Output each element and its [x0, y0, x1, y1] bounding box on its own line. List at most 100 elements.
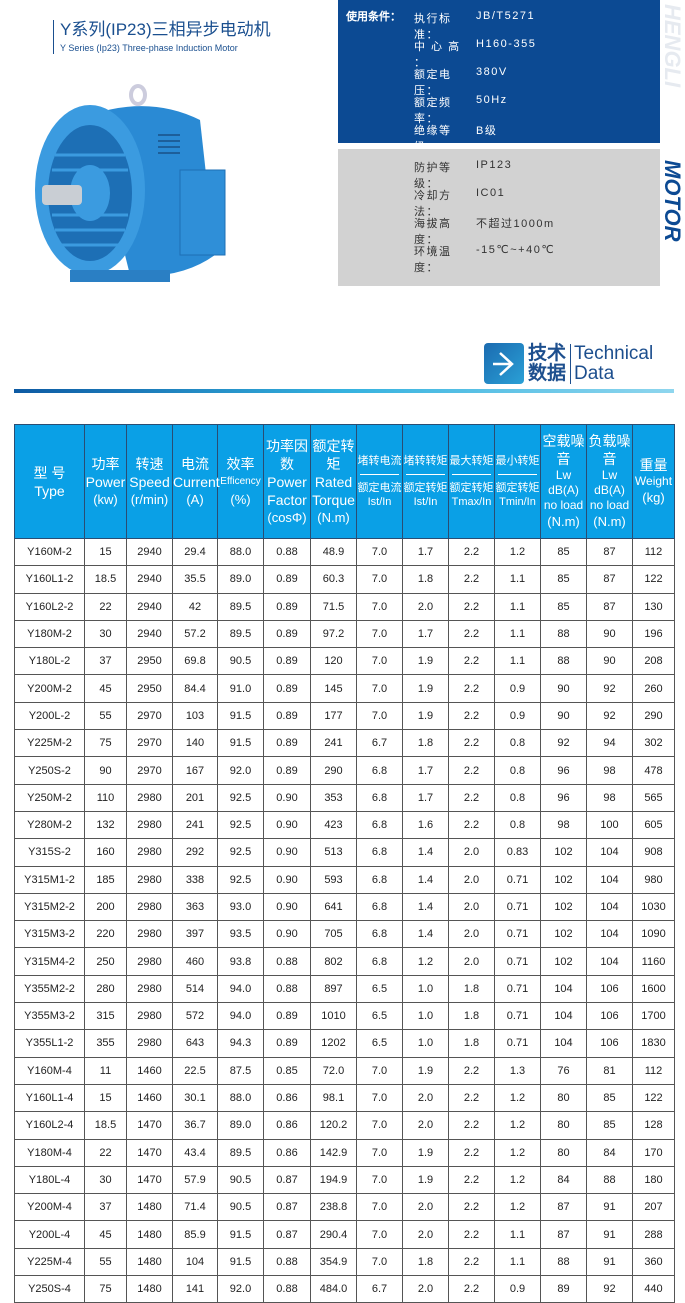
- table-cell: 93.8: [217, 947, 264, 976]
- table-cell: 0.87: [263, 1165, 311, 1195]
- table-cell: 6.8: [356, 865, 403, 894]
- table-cell: 2980: [126, 1002, 173, 1031]
- table-cell: 1.8: [448, 974, 495, 1004]
- table-cell: 85: [540, 592, 587, 621]
- table-cell: 87.5: [217, 1056, 264, 1085]
- table-header-row: 型 号 Type 功率 Power (kw) 转速 Speed (r/min) 电流 Curren…: [14, 424, 675, 539]
- table-cell: 2.2: [448, 537, 495, 567]
- table-cell: 6.5: [356, 1002, 403, 1031]
- table-cell: 2.2: [448, 1111, 495, 1140]
- table-cell: 92: [586, 674, 633, 703]
- header-cn: 空载噪音: [542, 433, 585, 467]
- table-cell: 1830: [632, 1029, 675, 1058]
- header-cn: 堵转转矩: [403, 455, 448, 467]
- table-cell: 360: [632, 1247, 675, 1277]
- header-en: Rated Torque: [312, 473, 355, 508]
- table-cell: 96: [540, 783, 587, 812]
- spec-value: 380V: [476, 66, 508, 78]
- table-cell: 88.0: [217, 1083, 264, 1113]
- table-cell: 1.1: [494, 1247, 541, 1277]
- table-cell: Y160M-2: [14, 537, 85, 567]
- table-cell: 0.90: [263, 892, 311, 922]
- table-cell: 88: [540, 1247, 587, 1277]
- header-cn: 最小转矩: [495, 455, 540, 467]
- table-cell: 1.7: [402, 756, 449, 785]
- header-en: Speed: [129, 473, 170, 490]
- table-cell: Y250S-4: [14, 1275, 85, 1303]
- table-cell: 71.4: [172, 1193, 218, 1222]
- table-cell: 478: [632, 756, 675, 785]
- header-cn: 效率: [226, 455, 255, 472]
- table-cell: Y250S-2: [14, 756, 85, 785]
- column-header: 额定转矩 Rated Torque (N.m): [310, 424, 357, 539]
- table-cell: 90: [586, 619, 633, 649]
- table-cell: 91.0: [217, 674, 264, 703]
- table-cell: 92.5: [217, 865, 264, 894]
- table-cell: 220: [84, 920, 127, 949]
- table-cell: 1.0: [402, 1002, 449, 1031]
- column-header: 最大转矩 额定转矩 Tmax/In: [448, 424, 495, 539]
- spec-row: 执行标准： JB/T5271: [414, 10, 535, 42]
- header-en: Type: [34, 482, 65, 499]
- table-cell: 7.0: [356, 1083, 403, 1113]
- table-cell: 98: [586, 756, 633, 785]
- table-row: Y160M-2 15 2940 29.4 88.0 0.88 48.9 7.0 1.7 2.2 1.…: [14, 537, 675, 567]
- table-cell: 43.4: [172, 1138, 218, 1167]
- table-row: Y315M1-2 185 2980 338 92.5 0.90 593 6.8 1.4 2.0 0.…: [14, 865, 675, 894]
- header-en: Efficency: [220, 475, 261, 487]
- table-cell: Y315M1-2: [14, 865, 85, 894]
- table-cell: 1.7: [402, 783, 449, 812]
- table-cell: 55: [84, 701, 127, 731]
- table-cell: 0.88: [263, 1247, 311, 1277]
- table-cell: 102: [540, 838, 587, 867]
- column-header: 效率 Efficency (%): [217, 424, 264, 539]
- table-cell: 2.2: [448, 619, 495, 649]
- table-cell: 0.8: [494, 729, 541, 758]
- table-cell: 354.9: [310, 1247, 357, 1277]
- table-cell: 104: [540, 974, 587, 1004]
- spec-key: 环境温度：: [414, 246, 452, 274]
- table-cell: 71.5: [310, 592, 357, 621]
- table-cell: 102: [540, 947, 587, 976]
- spec-row: 额定频率： 50Hz: [414, 94, 508, 126]
- table-cell: 0.83: [494, 838, 541, 867]
- section-title-cn: 技术数据: [528, 342, 567, 384]
- table-cell: 0.71: [494, 947, 541, 976]
- table-cell: 2.0: [402, 592, 449, 621]
- table-cell: 2.2: [448, 592, 495, 621]
- table-cell: 200: [84, 892, 127, 922]
- table-cell: 91.5: [217, 701, 264, 731]
- conditions-label: 使用条件：: [346, 11, 401, 23]
- table-cell: 238.8: [310, 1193, 357, 1222]
- section-en-line2: Data: [574, 362, 615, 384]
- table-cell: 2.2: [448, 810, 495, 840]
- header-en: Lw dB(A) no load: [543, 468, 584, 512]
- motor-image: [35, 84, 226, 282]
- table-cell: 0.88: [263, 537, 311, 567]
- spec-row: 中 心 高 ： H160-355: [414, 38, 536, 70]
- table-cell: 2.0: [448, 920, 495, 949]
- table-cell: 72.0: [310, 1056, 357, 1085]
- table-cell: 90.5: [217, 1165, 264, 1195]
- table-cell: 0.9: [494, 674, 541, 703]
- table-cell: 7.0: [356, 1220, 403, 1249]
- table-row: Y160L2-4 18.5 1470 36.7 89.0 0.86 120.2 7.0 2.0 2…: [14, 1111, 675, 1140]
- table-row: Y315M3-2 220 2980 397 93.5 0.90 705 6.8 1.4 2.0 0.…: [14, 920, 675, 949]
- header-cn: 功率: [91, 455, 120, 472]
- header-unit: (A): [186, 491, 204, 507]
- table-cell: Y280M-2: [14, 810, 85, 840]
- table-cell: 6.8: [356, 756, 403, 785]
- table-cell: 355: [84, 1029, 127, 1058]
- header-cn2: 额定转矩: [449, 482, 494, 494]
- table-cell: 89.0: [217, 1111, 264, 1140]
- table-cell: 1470: [126, 1165, 173, 1195]
- table-cell: 94.0: [217, 1002, 264, 1031]
- table-cell: 2980: [126, 810, 173, 840]
- table-cell: 7.0: [356, 619, 403, 649]
- table-cell: 120.2: [310, 1111, 357, 1140]
- spec-key: 防护等级：: [414, 162, 452, 190]
- table-cell: 98: [540, 810, 587, 840]
- table-cell: 2970: [126, 756, 173, 785]
- column-header: 转速 Speed (r/min): [126, 424, 173, 539]
- table-cell: 2.0: [402, 1275, 449, 1303]
